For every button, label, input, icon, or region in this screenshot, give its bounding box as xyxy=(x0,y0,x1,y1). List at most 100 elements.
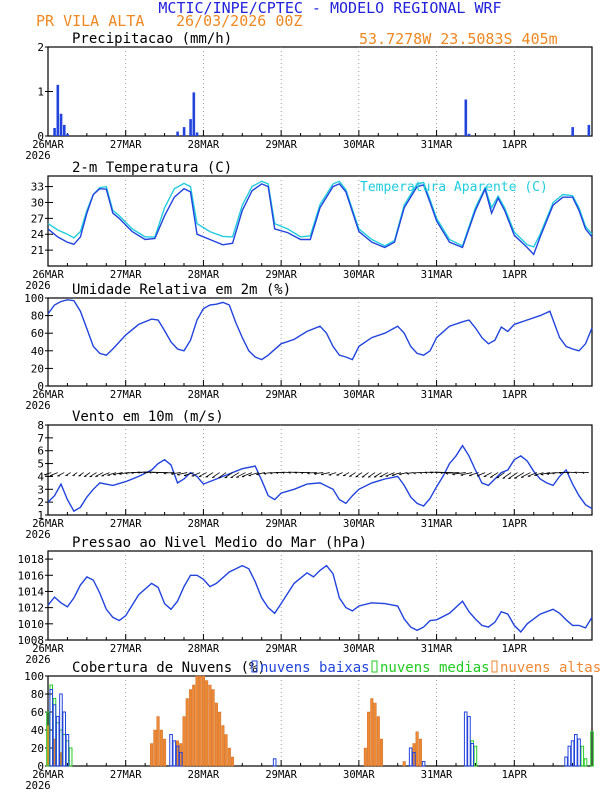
wind-arrow-67 xyxy=(476,472,486,477)
precip-bar-8 xyxy=(192,92,196,136)
precip-bar-0 xyxy=(53,127,56,136)
wind-arrow-head-28 xyxy=(224,476,228,479)
wind-arrow-head-16 xyxy=(143,471,146,474)
wind-arrow-head-38 xyxy=(288,471,291,474)
wind-arrow-head-83 xyxy=(581,471,585,475)
precip-bar-5 xyxy=(176,131,179,136)
clouds-ytick-label-2: 40 xyxy=(31,724,44,737)
precip-bar-1 xyxy=(56,84,60,136)
cloud-high-bar-19 xyxy=(211,689,215,767)
cloud-high-bar-29 xyxy=(373,702,377,767)
panel-rh: 0 20 40 60 80 100 26MAR 27MAR 28MAR 29MAR 30MAR 31M… xyxy=(24,282,593,412)
wind-ytick-label-7: 8 xyxy=(37,419,44,432)
wind-arrow-head-14 xyxy=(131,472,134,475)
wind-arrow-head-39 xyxy=(294,471,297,474)
wind-arrow-55 xyxy=(399,472,408,475)
wind-arrow-head-40 xyxy=(300,472,304,475)
cloud-low-bar-0 xyxy=(49,689,54,767)
temp-xlabel-4: 30MAR xyxy=(343,269,375,281)
wind-arrow-head-72 xyxy=(508,477,511,480)
wind-arrow-head-79 xyxy=(551,472,555,475)
wind-arrow-69 xyxy=(489,472,499,478)
cloud-low-bar-9 xyxy=(178,752,183,767)
cloud-high-bar-10 xyxy=(182,716,186,767)
wind-arrow-head-41 xyxy=(307,472,310,475)
wind-arrow-46 xyxy=(342,472,350,477)
wind-arrow-42 xyxy=(313,472,324,475)
clouds-xlabel-3: 29MAR xyxy=(265,769,297,781)
panel-clouds: 0 20 40 60 80 100 26MAR 27MAR 28MAR 29MAR 30MAR 31M… xyxy=(24,660,601,792)
clouds-xlabel-1: 27MAR xyxy=(110,769,142,781)
wind-arrow-10 xyxy=(107,472,117,476)
rh-series-0 xyxy=(47,299,593,361)
wind-arrow-65 xyxy=(460,472,473,476)
wind-arrow-21 xyxy=(177,472,188,476)
precip-xlabel-5: 31MAR xyxy=(421,139,453,151)
cloud-mid-bar-11 xyxy=(583,758,588,767)
wind-arrow-72 xyxy=(508,472,518,480)
wind-arrow-head-36 xyxy=(275,472,279,475)
wind-arrow-head-80 xyxy=(558,472,562,475)
cloud-high-bar-18 xyxy=(208,684,212,767)
rh-ytick-label-2: 40 xyxy=(31,345,44,358)
wind-arrow-2 xyxy=(57,472,65,477)
wind-arrow-head-77 xyxy=(540,474,544,476)
wind-arrow-71 xyxy=(502,472,512,479)
clouds-xlabel-0: 26MAR xyxy=(32,769,64,781)
cloud-legend-label-1: nuvens medias xyxy=(380,660,490,676)
wind-ytick-label-6: 7 xyxy=(37,432,44,445)
rh-xlabel-3: 29MAR xyxy=(265,389,297,401)
wind-ytick-label-0: 1 xyxy=(37,509,44,522)
cloud-low-bar-15 xyxy=(467,716,471,767)
wind-arrow-32 xyxy=(248,472,259,476)
cloud-mid-bar-9 xyxy=(473,745,478,767)
wind-arrow-29 xyxy=(230,472,240,479)
wind-ytick-label-1: 2 xyxy=(37,496,44,509)
cloud-legend-swatch-2 xyxy=(491,660,498,673)
wind-arrow-33 xyxy=(256,472,266,475)
temp-xlabel-0: 26MAR xyxy=(32,269,64,281)
rh-xlabel-5: 31MAR xyxy=(421,389,453,401)
wind-arrow-53 xyxy=(385,472,395,477)
cloud-low-bar-21 xyxy=(577,738,581,767)
precip-bar-3 xyxy=(62,124,66,136)
pressure-xlabel-5: 31MAR xyxy=(421,643,453,655)
precip-xlabel-1: 27MAR xyxy=(110,139,142,151)
wind-arrow-56 xyxy=(406,472,414,474)
cloud-low-bar-7 xyxy=(172,740,177,767)
wind-arrow-head-42 xyxy=(313,473,317,475)
cloud-legend-label-0: nuvens baixas xyxy=(260,660,370,676)
panel-pressure: 1008 1010 1012 1014 1016 1018 26MAR 27MAR 28MAR 2… xyxy=(18,535,593,666)
wind-arrow-15 xyxy=(137,471,149,473)
wind-arrow-head-33 xyxy=(256,473,259,476)
precip-title: Precipitacao (mm/h) xyxy=(72,31,232,47)
pressure-ytick-label-5: 1018 xyxy=(18,553,45,566)
temp-ytick-label-2: 27 xyxy=(31,212,44,225)
cloud-high-bar-23 xyxy=(224,734,228,767)
cloud-high-bar-27 xyxy=(367,711,371,767)
wind-arrow-51 xyxy=(373,472,382,478)
wind-arrow-head-58 xyxy=(419,472,422,475)
wind-arrow-7 xyxy=(89,472,97,478)
cloud-high-bar-14 xyxy=(195,675,199,767)
wind-xlabel-6: 1APR xyxy=(502,518,528,530)
wind-arrow-0 xyxy=(44,472,52,476)
wind-arrow-head-21 xyxy=(177,474,180,476)
panel-temp: 21 24 27 30 33 26MAR 27MAR 28MAR 29MAR 30MAR 31MAR… xyxy=(25,160,593,292)
wind-arrow-head-12 xyxy=(119,473,122,476)
precip-bar-2 xyxy=(59,113,63,136)
wind-arrow-head-56 xyxy=(406,473,410,475)
precip-bar-6 xyxy=(182,127,186,136)
cloud-low-bar-11 xyxy=(408,747,413,767)
wind-title: Vento em 10m (m/s) xyxy=(72,409,224,425)
rh-xlabel-6: 1APR xyxy=(502,389,528,401)
precip-bar-4 xyxy=(66,133,69,136)
clouds-xlabel-2: 28MAR xyxy=(188,769,220,781)
wind-arrow-head-81 xyxy=(566,471,570,474)
wind-arrow-20 xyxy=(171,472,181,475)
rh-ytick-label-5: 100 xyxy=(24,292,44,305)
temp-xlabel-5: 31MAR xyxy=(421,269,453,281)
